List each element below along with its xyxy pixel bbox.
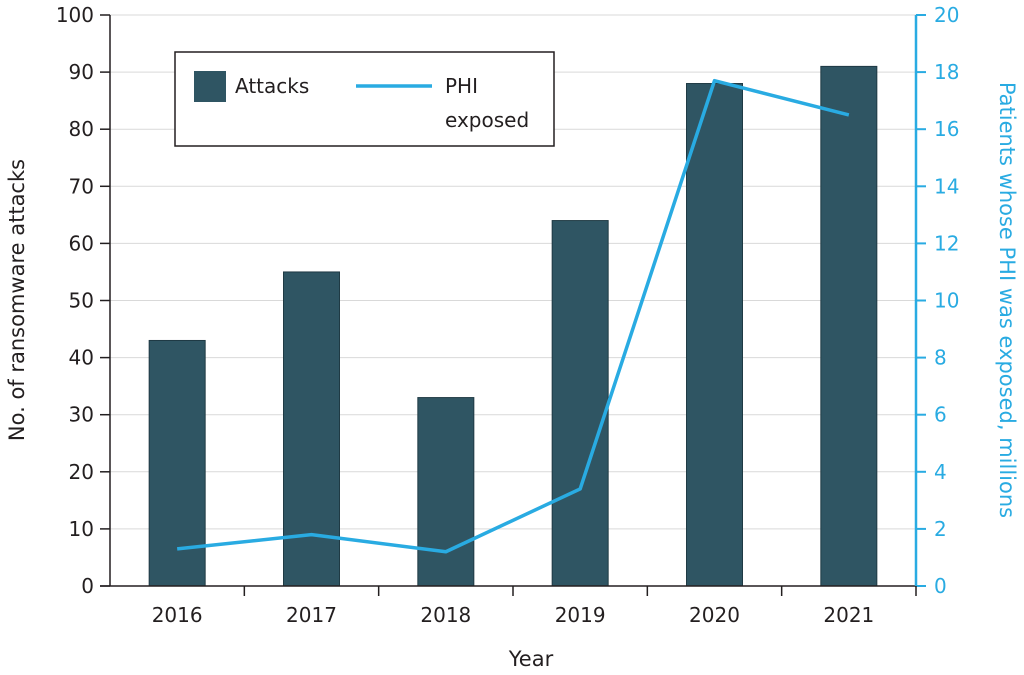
legend-box: [174, 51, 555, 147]
bar-2019: [551, 220, 609, 587]
x-tick-label: 2020: [689, 603, 740, 627]
line-series-phi-exposed: [176, 78, 850, 554]
right-axis-ticks: 0 2 4 6 8 10 12 14 16 18 20: [916, 3, 959, 598]
left-tick-label: 80: [69, 117, 94, 141]
right-tick-label: 2: [934, 517, 947, 541]
legend-label-phi-line1: PHI: [445, 74, 478, 98]
x-tick-label: 2018: [420, 603, 471, 627]
left-axis-title: No. of ransomware attacks: [5, 159, 29, 441]
right-tick-label: 18: [934, 60, 959, 84]
x-tick-label: 2019: [555, 603, 606, 627]
left-tick-label: 70: [69, 174, 94, 198]
legend-label-phi-line2: exposed: [445, 108, 529, 132]
x-tick-label: 2017: [286, 603, 337, 627]
bar-2020: [686, 83, 743, 587]
left-tick-label: 10: [69, 517, 94, 541]
right-axis-title: Patients whose PHI was exposed, millions: [995, 82, 1019, 518]
bar-2017: [283, 271, 340, 587]
phi-exposed-line: [176, 78, 850, 554]
x-axis-title: Year: [508, 647, 554, 671]
legend-label-attacks: Attacks: [235, 74, 309, 98]
right-tick-label: 0: [934, 574, 947, 598]
right-tick-label: 6: [934, 403, 947, 427]
bar-2021: [820, 65, 878, 587]
right-tick-label: 12: [934, 231, 959, 255]
legend-swatch-attacks: [194, 71, 226, 102]
left-tick-label: 20: [69, 460, 94, 484]
legend: Attacks PHI exposed: [174, 51, 555, 147]
right-tick-label: 14: [934, 174, 959, 198]
right-tick-label: 20: [934, 3, 959, 27]
left-tick-label: 50: [69, 289, 94, 313]
left-tick-label: 30: [69, 403, 94, 427]
right-tick-label: 4: [934, 460, 947, 484]
bar-2018: [417, 397, 475, 587]
left-tick-label: 0: [81, 574, 94, 598]
bar-2016: [148, 339, 206, 587]
right-tick-label: 8: [934, 346, 947, 370]
left-tick-label: 100: [56, 3, 94, 27]
left-axis-ticks: 0 10 20 30 40 50 60 70 80 90 100: [56, 3, 110, 598]
left-tick-label: 60: [69, 231, 94, 255]
right-tick-label: 16: [934, 117, 959, 141]
x-axis-ticks: 2016 2017 2018 2019 2020 2021: [152, 586, 917, 627]
x-tick-label: 2016: [152, 603, 203, 627]
left-tick-label: 40: [69, 346, 94, 370]
right-tick-label: 10: [934, 289, 959, 313]
left-tick-label: 90: [69, 60, 94, 84]
x-tick-label: 2021: [823, 603, 874, 627]
